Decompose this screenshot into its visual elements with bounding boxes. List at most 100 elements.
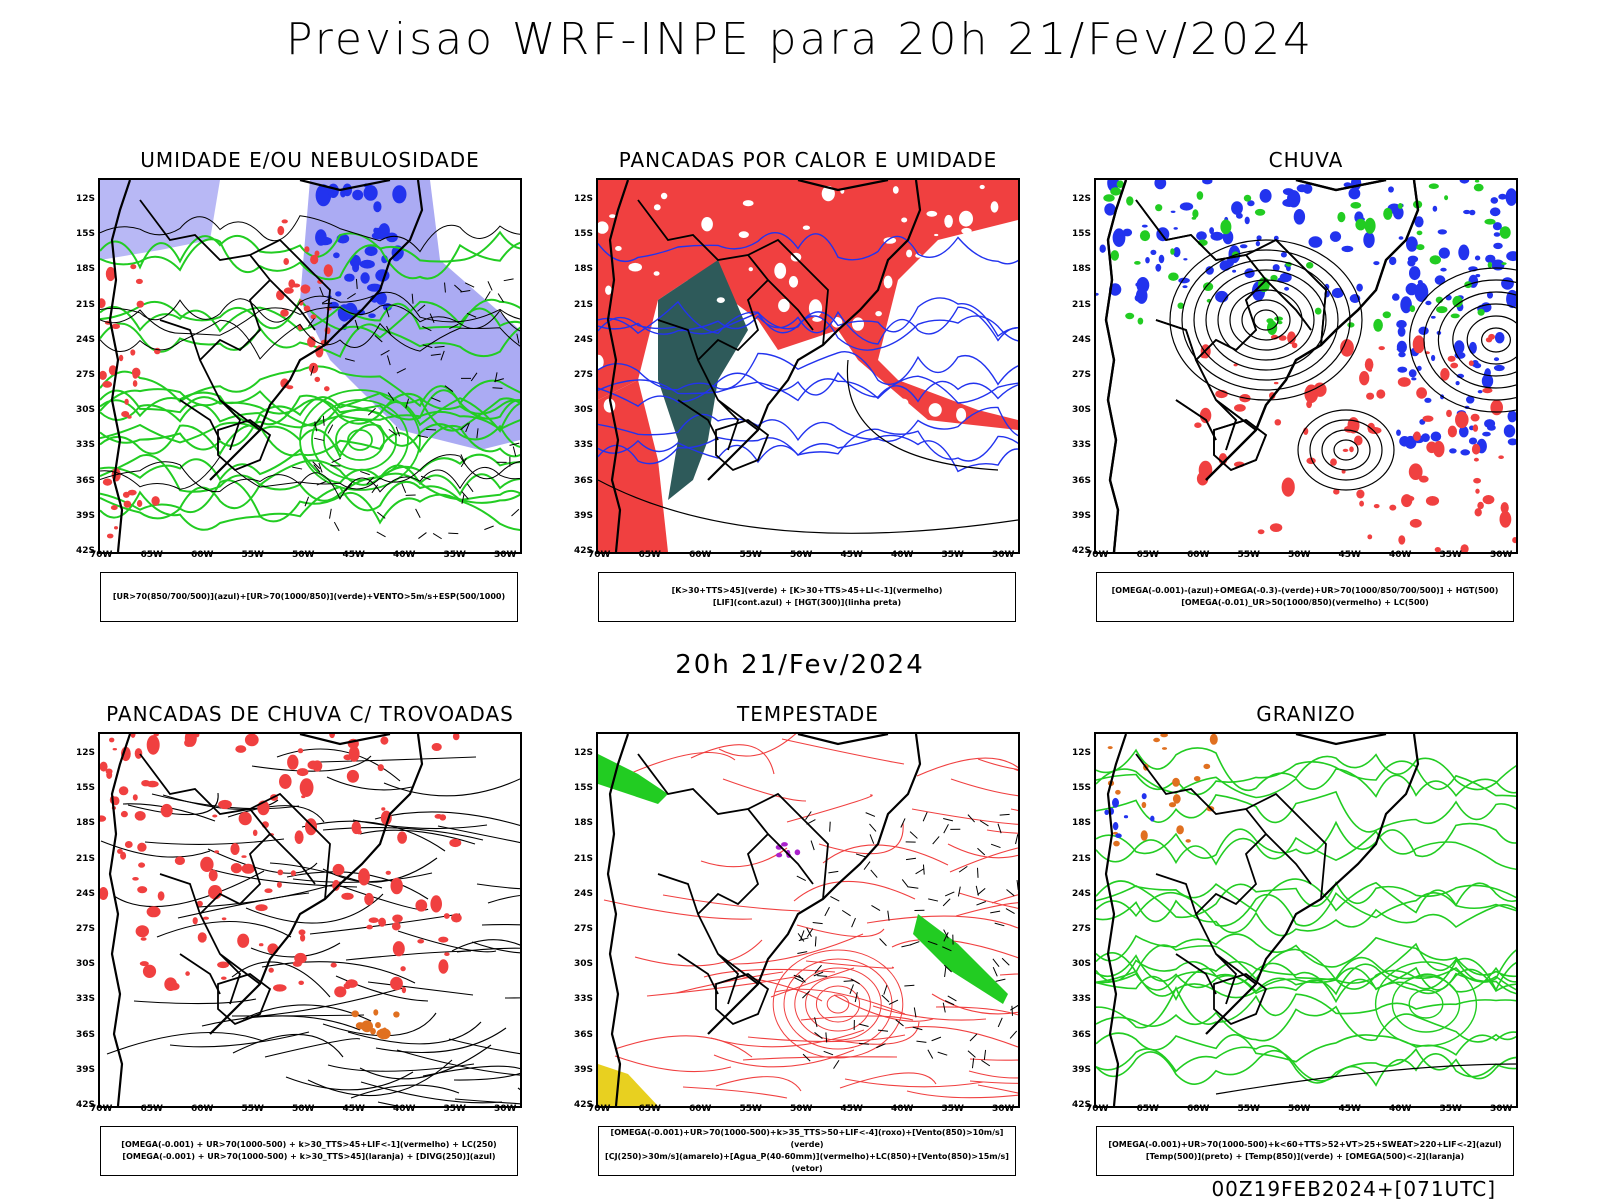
lat-label: 12S	[76, 194, 95, 204]
lon-label: 70W	[90, 550, 112, 560]
lon-label: 65W	[639, 1104, 661, 1114]
lon-label: 55W	[242, 1104, 264, 1114]
map-graphic	[1096, 734, 1516, 1106]
panel-legend: [OMEGA(-0.001)+UR>70(1000-500)+k>35_TTS>…	[598, 1126, 1016, 1176]
lat-label: 36S	[574, 476, 593, 486]
lon-label: 60W	[689, 1104, 711, 1114]
lon-label: 70W	[1086, 1104, 1108, 1114]
lat-label: 39S	[76, 1065, 95, 1075]
lat-label: 30S	[76, 959, 95, 969]
lat-label: 15S	[1072, 783, 1091, 793]
lat-label: 24S	[1072, 889, 1091, 899]
lat-label: 36S	[574, 1030, 593, 1040]
lon-label: 35W	[942, 1104, 964, 1114]
lat-label: 15S	[76, 783, 95, 793]
lat-label: 12S	[574, 748, 593, 758]
lon-label: 50W	[790, 1104, 812, 1114]
lon-label: 55W	[740, 550, 762, 560]
legend-line: [OMEGA(-0.001) + UR>70(1000-500) + k>30_…	[101, 1151, 517, 1163]
lat-label: 33S	[574, 994, 593, 1004]
main-title: Previsao WRF-INPE para 20h 21/Fev/2024	[0, 14, 1600, 65]
lon-label: 50W	[1288, 1104, 1310, 1114]
lat-label: 15S	[76, 229, 95, 239]
lat-label: 27S	[1072, 924, 1091, 934]
lon-label: 40W	[393, 550, 415, 560]
lon-label: 50W	[790, 550, 812, 560]
lon-label: 45W	[1339, 550, 1361, 560]
lat-label: 24S	[76, 889, 95, 899]
forecast-map	[98, 732, 522, 1108]
lat-label: 21S	[574, 300, 593, 310]
lon-label: 40W	[891, 1104, 913, 1114]
lat-label: 21S	[76, 854, 95, 864]
map-graphic	[100, 734, 520, 1106]
legend-line: [UR>70(850/700/500)](azul)+[UR>70(1000/8…	[101, 591, 517, 603]
lat-label: 27S	[574, 924, 593, 934]
legend-line: [K>30+TTS>45](verde) + [K>30+TTS>45+LI<-…	[599, 585, 1015, 597]
lon-label: 30W	[992, 1104, 1014, 1114]
lon-label: 35W	[1440, 1104, 1462, 1114]
lat-label: 21S	[574, 854, 593, 864]
lon-label: 55W	[1238, 1104, 1260, 1114]
lon-label: 70W	[1086, 550, 1108, 560]
lat-label: 33S	[574, 440, 593, 450]
lon-label: 30W	[1490, 1104, 1512, 1114]
lat-label: 12S	[76, 748, 95, 758]
valid-time-label: 20h 21/Fev/2024	[0, 650, 1600, 680]
legend-line: [LIF](cont.azul) + [HGT(300)](linha pret…	[599, 597, 1015, 609]
forecast-map	[1094, 178, 1518, 554]
lat-label: 12S	[1072, 194, 1091, 204]
lon-label: 35W	[1440, 550, 1462, 560]
forecast-map	[596, 732, 1020, 1108]
lon-label: 70W	[90, 1104, 112, 1114]
panel-title: PANCADAS POR CALOR E UMIDADE	[596, 148, 1020, 172]
lat-label: 39S	[1072, 511, 1091, 521]
lon-label: 35W	[444, 550, 466, 560]
lon-label: 65W	[1137, 550, 1159, 560]
lon-label: 60W	[191, 1104, 213, 1114]
lon-label: 50W	[292, 1104, 314, 1114]
lat-label: 36S	[76, 476, 95, 486]
lat-label: 39S	[76, 511, 95, 521]
panel-legend: [UR>70(850/700/500)](azul)+[UR>70(1000/8…	[100, 572, 518, 622]
lat-label: 33S	[76, 994, 95, 1004]
lon-label: 30W	[494, 1104, 516, 1114]
lon-label: 40W	[1389, 550, 1411, 560]
lat-label: 18S	[1072, 818, 1091, 828]
lat-label: 18S	[76, 264, 95, 274]
lat-label: 27S	[1072, 370, 1091, 380]
lon-label: 65W	[141, 550, 163, 560]
lat-label: 33S	[76, 440, 95, 450]
lat-label: 36S	[1072, 476, 1091, 486]
map-graphic	[598, 180, 1018, 552]
lat-label: 21S	[1072, 300, 1091, 310]
legend-line: [OMEGA(-0.001)+UR>70(1000-500)+k>35_TTS>…	[599, 1127, 1015, 1151]
lat-label: 15S	[574, 783, 593, 793]
lat-label: 27S	[76, 370, 95, 380]
lat-label: 24S	[76, 335, 95, 345]
lon-label: 60W	[191, 550, 213, 560]
lon-label: 65W	[141, 1104, 163, 1114]
forecast-map	[596, 178, 1020, 554]
lon-label: 40W	[393, 1104, 415, 1114]
lat-label: 33S	[1072, 994, 1091, 1004]
map-graphic	[598, 734, 1018, 1106]
panel-title: PANCADAS DE CHUVA C/ TROVOADAS	[98, 702, 522, 726]
lon-label: 50W	[292, 550, 314, 560]
panel-legend: [OMEGA(-0.001) + UR>70(1000-500) + k>30_…	[100, 1126, 518, 1176]
lon-label: 45W	[1339, 1104, 1361, 1114]
lat-label: 18S	[574, 818, 593, 828]
lon-label: 45W	[841, 1104, 863, 1114]
lat-label: 27S	[76, 924, 95, 934]
lat-label: 24S	[1072, 335, 1091, 345]
lon-label: 45W	[343, 1104, 365, 1114]
lon-label: 35W	[444, 1104, 466, 1114]
lat-label: 30S	[76, 405, 95, 415]
lon-label: 60W	[689, 550, 711, 560]
lat-label: 36S	[76, 1030, 95, 1040]
lon-label: 55W	[1238, 550, 1260, 560]
lon-label: 70W	[588, 550, 610, 560]
